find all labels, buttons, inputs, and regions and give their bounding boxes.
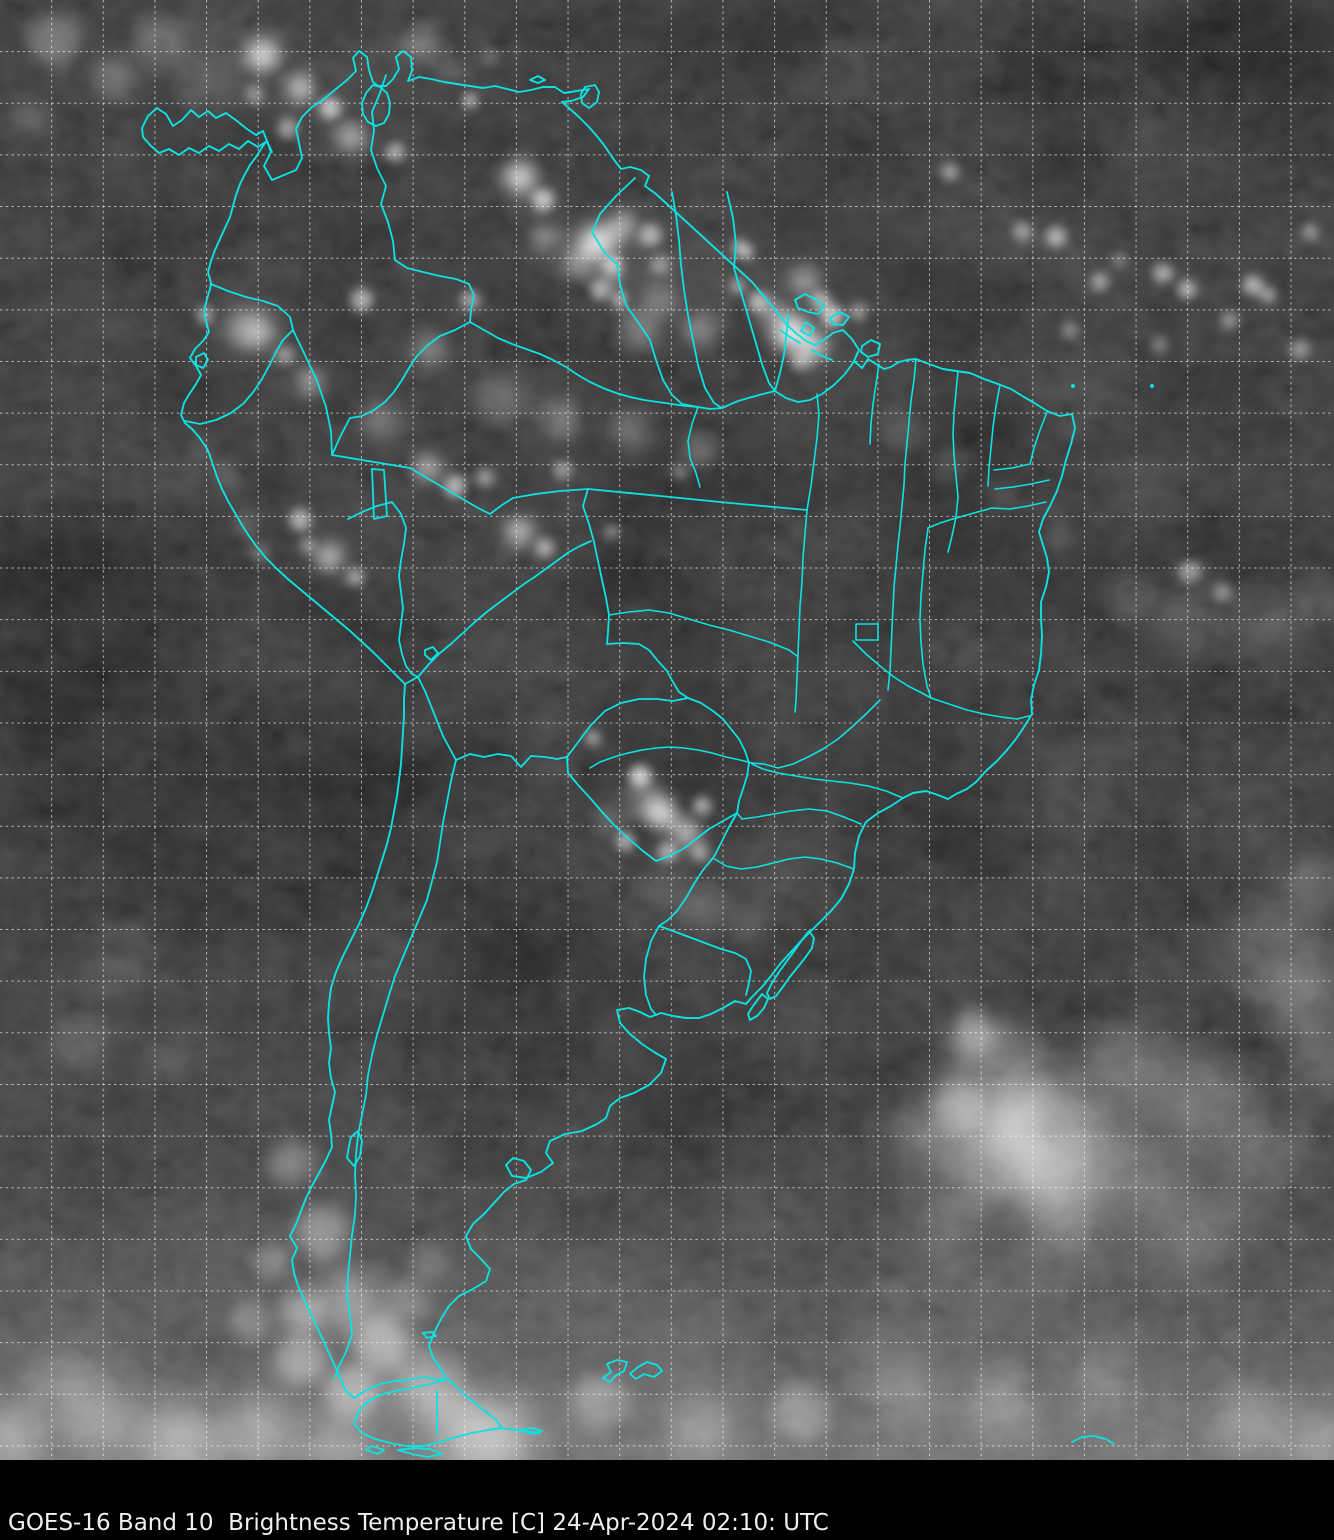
satellite-map — [0, 0, 1334, 1460]
coastline — [141, 50, 1076, 1458]
country-borders — [184, 74, 1115, 1445]
caption-text: GOES-16 Band 10 Brightness Temperature [… — [8, 1510, 829, 1536]
state-borders — [589, 358, 1050, 870]
ir-grain-noise — [0, 0, 1334, 1460]
caption-bar: GOES-16 Band 10 Brightness Temperature [… — [0, 1460, 1334, 1540]
island-markers — [1071, 384, 1154, 388]
latlon-grid — [0, 0, 1334, 1460]
map-canvas — [0, 0, 1334, 1460]
